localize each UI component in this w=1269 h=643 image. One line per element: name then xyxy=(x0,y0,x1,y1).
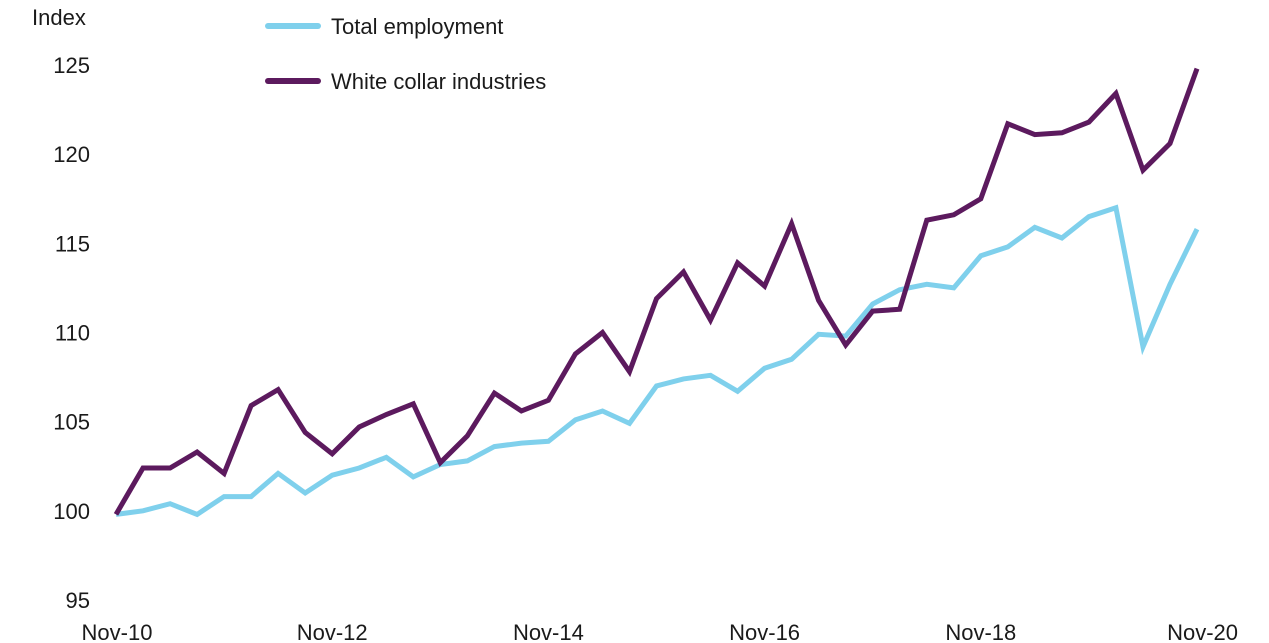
y-axis-ticks: 95 100 105 110 115 120 125 xyxy=(53,53,90,613)
legend: Total employment White collar industries xyxy=(265,14,546,94)
y-tick-label: 115 xyxy=(55,231,90,256)
y-tick-label: 125 xyxy=(53,53,90,78)
series-line-white-collar-industries xyxy=(113,67,1200,516)
y-axis-title: Index xyxy=(32,5,86,30)
y-tick-label: 105 xyxy=(53,410,90,435)
x-tick-label: Nov-20 xyxy=(1167,620,1238,643)
y-tick-label: 95 xyxy=(66,588,90,613)
x-tick-label: Nov-16 xyxy=(729,620,800,643)
legend-label-white-collar-industries: White collar industries xyxy=(331,69,546,94)
series-line-total-employment xyxy=(115,204,1200,518)
y-tick-label: 120 xyxy=(53,142,90,167)
y-tick-label: 100 xyxy=(53,499,90,524)
x-axis-ticks: Nov-10 Nov-12 Nov-14 Nov-16 Nov-18 Nov-20 xyxy=(82,620,1238,643)
x-tick-label: Nov-10 xyxy=(82,620,153,643)
x-tick-label: Nov-14 xyxy=(513,620,584,643)
x-tick-label: Nov-18 xyxy=(945,620,1016,643)
legend-label-total-employment: Total employment xyxy=(331,14,503,39)
series-group xyxy=(113,67,1200,518)
x-tick-label: Nov-12 xyxy=(297,620,368,643)
y-tick-label: 110 xyxy=(55,321,90,346)
